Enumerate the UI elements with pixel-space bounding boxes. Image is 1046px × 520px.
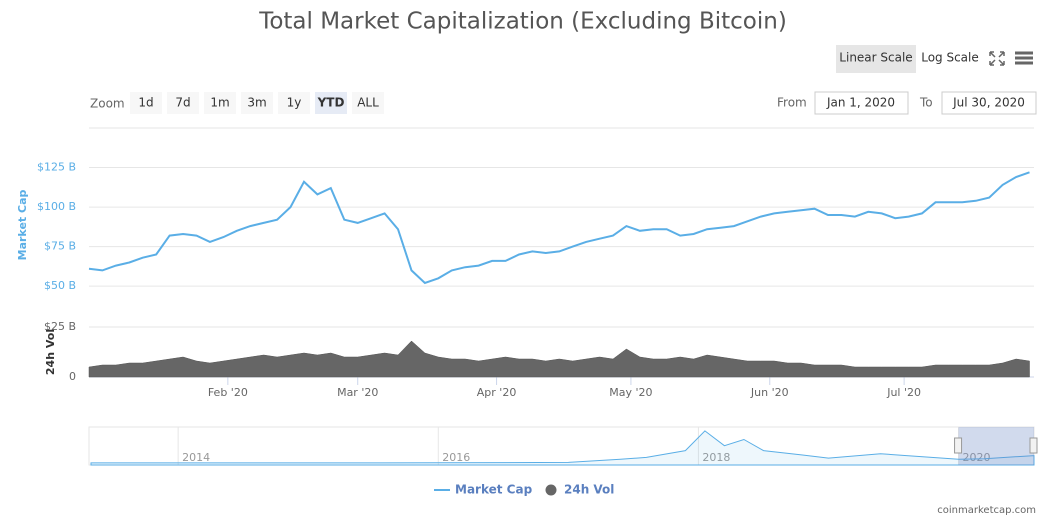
navigator-tick-label: 2016 (442, 451, 470, 464)
to-label: To (919, 96, 933, 110)
y-axis-title: Market Cap (16, 190, 29, 261)
scale-button-bg[interactable] (918, 45, 982, 73)
from-label: From (777, 96, 807, 110)
y-tick-label: $100 B (37, 200, 76, 213)
navigator-handle[interactable] (954, 437, 963, 454)
zoom-label: Zoom (90, 97, 125, 111)
y2-tick-label: $25 B (44, 320, 76, 333)
from-date[interactable]: Jan 1, 2020 (826, 96, 895, 110)
menu-icon[interactable] (1015, 51, 1033, 65)
zoom-button-bg[interactable] (241, 92, 273, 114)
volume-area (88, 340, 1030, 378)
zoom-button-bg[interactable] (204, 92, 236, 114)
zoom-button-bg[interactable] (130, 92, 162, 114)
zoom-button-bg[interactable] (315, 92, 347, 114)
y2-tick-label: 0 (69, 370, 76, 383)
navigator-tick-label: 2018 (702, 451, 730, 464)
y-tick-label: $50 B (44, 279, 76, 292)
fullscreen-icon[interactable] (989, 51, 1005, 66)
y2-axis-title: 24h Vol (44, 329, 57, 375)
to-date[interactable]: Jul 30, 2020 (952, 96, 1025, 110)
zoom-button[interactable]: 1y (287, 96, 302, 110)
zoom-button-bg[interactable] (167, 92, 199, 114)
chart-title: Total Market Capitalization (Excluding B… (258, 9, 787, 35)
x-tick-label: Jul '20 (886, 386, 921, 399)
credits: coinmarketcap.com (937, 505, 1036, 516)
from-input[interactable] (814, 91, 909, 115)
scale-button[interactable]: Linear Scale (839, 51, 912, 65)
x-tick-label: Jun '20 (750, 386, 789, 399)
zoom-button[interactable]: 3m (247, 96, 266, 110)
zoom-button-bg[interactable] (352, 92, 384, 114)
x-tick-label: Apr '20 (477, 386, 517, 399)
zoom-button[interactable]: 1m (210, 96, 229, 110)
legend-symbol (545, 484, 557, 496)
zoom-button-bg[interactable] (278, 92, 310, 114)
zoom-button[interactable]: 7d (175, 96, 190, 110)
scale-button[interactable]: Log Scale (921, 51, 979, 65)
zoom-button[interactable]: ALL (357, 96, 379, 110)
legend-label[interactable]: Market Cap (455, 483, 533, 497)
y-tick-label: $75 B (44, 240, 76, 253)
to-input[interactable] (941, 91, 1037, 115)
scale-button-bg[interactable] (836, 45, 916, 73)
navigator-line (90, 430, 1035, 466)
x-tick-label: Mar '20 (337, 386, 378, 399)
y-tick-label: $125 B (37, 161, 76, 174)
navigator-tick-label: 2020 (963, 451, 991, 464)
zoom-button[interactable]: YTD (317, 96, 345, 110)
navigator-handle[interactable] (1029, 437, 1038, 454)
market-cap-line (88, 171, 1030, 285)
x-tick-label: Feb '20 (208, 386, 248, 399)
navigator-selection[interactable] (958, 427, 1034, 465)
x-tick-label: May '20 (609, 386, 652, 399)
navigator-tick-label: 2014 (182, 451, 210, 464)
legend-label[interactable]: 24h Vol (564, 483, 614, 497)
zoom-button[interactable]: 1d (138, 96, 153, 110)
